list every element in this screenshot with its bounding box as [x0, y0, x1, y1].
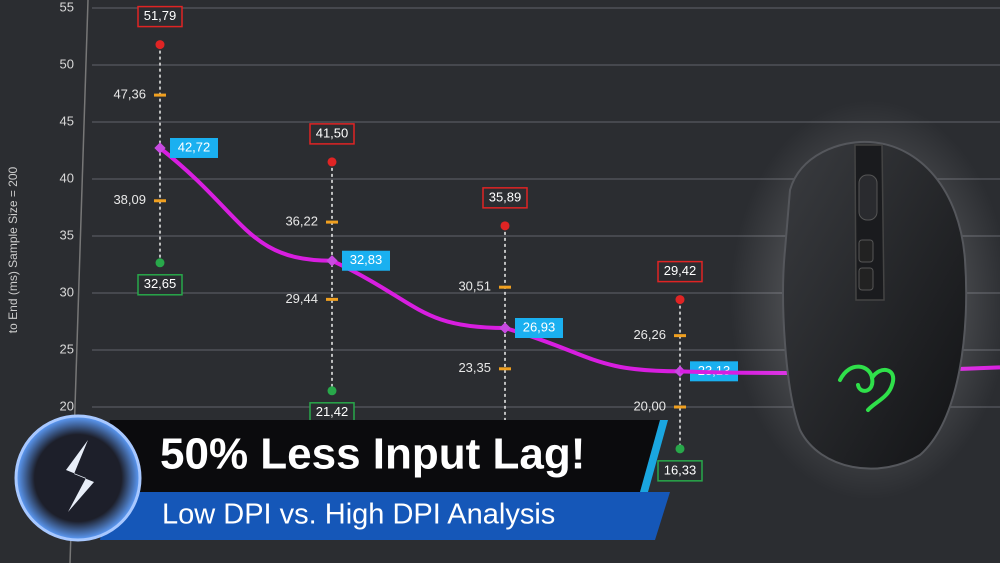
y-tick-label: 25: [60, 341, 74, 356]
max-label-box: [482, 187, 528, 209]
point: [675, 295, 685, 305]
mean-label: 26,93: [523, 319, 556, 334]
y-tick-label: 35: [60, 227, 74, 242]
point: [327, 386, 337, 396]
point: [675, 444, 685, 454]
quartile-label: 20,00: [633, 398, 666, 413]
banner-title: 50% Less Input Lag!: [160, 430, 585, 479]
y-tick-label: 55: [60, 0, 74, 14]
max-label-box: [309, 123, 355, 145]
mean-label: 42,72: [178, 139, 211, 154]
mean-label-box: [170, 137, 218, 158]
logo: [14, 414, 142, 542]
quartile-label: 38,09: [113, 192, 146, 207]
banner: 50% Less Input Lag! Low DPI vs. High DPI…: [14, 414, 670, 542]
banner-subtitle: Low DPI vs. High DPI Analysis: [162, 499, 555, 531]
mouse: [730, 100, 1000, 500]
point: [155, 40, 165, 50]
y-tick-label: 45: [60, 113, 74, 128]
y-tick-label: 30: [60, 284, 74, 299]
mean-label-box: [342, 250, 390, 271]
min-label: 16,33: [664, 462, 697, 477]
point: [327, 157, 337, 167]
min-label: 21,42: [316, 404, 349, 419]
quartile-label: 26,26: [633, 327, 666, 342]
y-axis-label: to End (ms) Sample Size = 200: [6, 166, 20, 333]
y-tick-label: 20: [60, 398, 74, 413]
quartile-label: 23,35: [458, 360, 491, 375]
point: [155, 258, 165, 268]
point: [500, 221, 510, 231]
logo-mark: [66, 440, 94, 512]
mean-label: 32,83: [350, 252, 383, 267]
max-label: 29,42: [664, 263, 697, 278]
quartile-label: 47,36: [113, 87, 146, 102]
max-label: 41,50: [316, 125, 349, 140]
quartile-label: 29,44: [285, 291, 318, 306]
mean-line: [158, 146, 681, 374]
y-tick-label: 40: [60, 170, 74, 185]
max-label-box: [657, 260, 703, 283]
mean-point: [326, 255, 338, 267]
quartile-label: 30,51: [458, 279, 491, 294]
max-label-box: [137, 5, 183, 28]
mean-point: [154, 142, 166, 154]
min-label-box: [657, 460, 703, 482]
y-tick-label: 50: [60, 56, 74, 71]
mean-point: [499, 322, 511, 334]
max-label: 35,89: [489, 189, 522, 204]
quartile-label: 36,22: [285, 214, 318, 229]
min-label-box: [137, 274, 183, 296]
max-label: 51,79: [144, 8, 177, 23]
min-label: 32,65: [144, 276, 177, 291]
mean-label-box: [515, 317, 563, 338]
